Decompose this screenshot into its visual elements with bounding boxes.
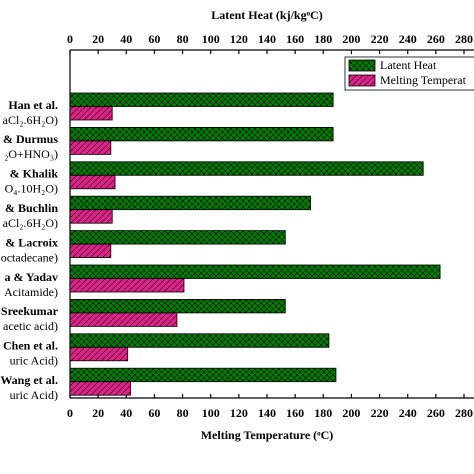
bar xyxy=(69,264,441,279)
bar xyxy=(69,312,178,327)
x-tick-label: 200 xyxy=(342,406,360,420)
x2-tick-label: 100 xyxy=(202,32,220,46)
bar xyxy=(69,367,337,383)
category-sublabel: Acitamide) xyxy=(4,285,58,299)
legend-label: Melting Temperat xyxy=(380,73,467,87)
x2-tick-label: 40 xyxy=(120,32,132,46)
bar xyxy=(69,230,286,245)
category-label: Chen et al. xyxy=(3,339,58,353)
category-sublabel: uric Acid) xyxy=(10,388,58,402)
category-label: Han et al. xyxy=(8,98,58,112)
bar xyxy=(69,346,129,362)
x-tick-label: 220 xyxy=(371,406,389,420)
bar xyxy=(69,174,116,190)
x2-tick-label: 180 xyxy=(314,32,332,46)
x2-tick-label: 200 xyxy=(342,32,360,46)
x-tick-label: 100 xyxy=(202,406,220,420)
category-label: & Durmus xyxy=(3,132,58,146)
bar xyxy=(69,209,113,224)
x-axis-title: Melting Temperature (ᵒC) xyxy=(201,428,334,442)
legend-swatch xyxy=(348,74,376,87)
x-tick-label: 140 xyxy=(258,406,276,420)
bar xyxy=(69,106,113,121)
x2-tick-label: 20 xyxy=(92,32,104,46)
bar xyxy=(69,333,330,348)
category-sublabel: uric Acid) xyxy=(10,354,58,368)
x2-tick-label: 240 xyxy=(399,32,417,46)
bar xyxy=(69,127,334,142)
category-sublabel: aCl₂.6H₂O) xyxy=(3,113,58,127)
x-tick-label: 260 xyxy=(427,406,445,420)
x-tick-label: 80 xyxy=(177,406,189,420)
bar xyxy=(69,381,131,396)
x-tick-label: 180 xyxy=(314,406,332,420)
x-tick-label: 20 xyxy=(92,406,104,420)
bar xyxy=(69,140,112,155)
category-label: Sreekumar xyxy=(1,304,59,318)
category-label: & Khalik xyxy=(10,167,59,181)
x2-tick-label: 60 xyxy=(148,32,160,46)
x2-tick-label: 220 xyxy=(371,32,389,46)
bar xyxy=(69,243,112,259)
x-tick-label: 40 xyxy=(120,406,132,420)
x2-axis-title: Latent Heat (kj/kgᵒC) xyxy=(211,8,322,22)
x-tick-label: 240 xyxy=(399,406,417,420)
category-sublabel: acetic acid) xyxy=(3,319,58,333)
x-tick-label: 0 xyxy=(67,406,73,420)
category-sublabel: O₄.10H₂O) xyxy=(5,182,58,196)
x2-tick-label: 140 xyxy=(258,32,276,46)
legend-label: Latent Heat xyxy=(380,58,437,72)
x2-tick-label: 80 xyxy=(177,32,189,46)
x-tick-label: 280 xyxy=(455,406,473,420)
category-sublabel: aCl₂.6H₂O) xyxy=(3,216,58,230)
x2-tick-label: 160 xyxy=(286,32,304,46)
x-tick-label: 60 xyxy=(148,406,160,420)
bar xyxy=(69,161,424,176)
legend-swatch xyxy=(348,59,376,72)
x-tick-label: 160 xyxy=(286,406,304,420)
bar xyxy=(69,298,286,314)
category-label: & Buchlin xyxy=(5,201,58,215)
x-tick-label: 120 xyxy=(230,406,248,420)
bar xyxy=(69,278,185,293)
category-sublabel: octadecane) xyxy=(1,250,58,264)
category-label: Wang et al. xyxy=(0,373,58,387)
category-sublabel: ₂O+HNO₃) xyxy=(4,147,58,161)
category-label: a & Yadav xyxy=(4,270,58,284)
x2-tick-label: 120 xyxy=(230,32,248,46)
x2-tick-label: 0 xyxy=(67,32,73,46)
x2-tick-label: 260 xyxy=(427,32,445,46)
bar xyxy=(69,195,312,211)
category-label: & Lacroix xyxy=(5,235,58,249)
bar xyxy=(69,92,334,107)
x2-tick-label: 280 xyxy=(455,32,473,46)
